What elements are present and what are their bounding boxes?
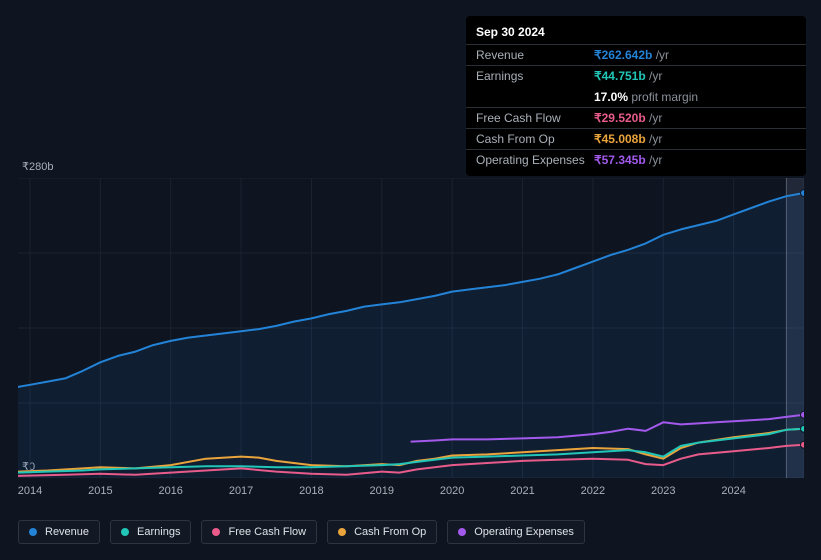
tooltip-label: Revenue [476,47,594,63]
x-axis-label: 2017 [229,485,253,497]
x-axis-label: 2015 [88,485,112,497]
tooltip-row-opex: Operating Expenses ₹57.345b /yr [466,149,806,170]
x-axis-label: 2016 [158,485,182,497]
tooltip-value: ₹262.642b [594,48,652,62]
legend-swatch-icon [29,528,37,536]
tooltip-label-empty [476,89,594,105]
tooltip-value: ₹44.751b [594,69,646,83]
tooltip-row-cfo: Cash From Op ₹45.008b /yr [466,128,806,149]
tooltip-unit: /yr [656,48,669,62]
tooltip-label: Operating Expenses [476,152,594,168]
chart-legend: Revenue Earnings Free Cash Flow Cash From O… [18,520,585,544]
x-axis-label: 2018 [299,485,323,497]
legend-item-earnings[interactable]: Earnings [110,520,191,544]
tooltip-unit: /yr [649,132,662,146]
tooltip-unit: /yr [649,153,662,167]
legend-item-cash-from-op[interactable]: Cash From Op [327,520,437,544]
legend-swatch-icon [338,528,346,536]
x-axis-label: 2020 [440,485,464,497]
tooltip-row-earnings: Earnings ₹44.751b /yr [466,65,806,86]
x-axis-label: 2024 [721,485,745,497]
line-chart[interactable] [18,178,804,478]
tooltip-unit: /yr [649,111,662,125]
legend-swatch-icon [121,528,129,536]
legend-swatch-icon [212,528,220,536]
tooltip-value: ₹57.345b [594,153,646,167]
data-tooltip: Sep 30 2024 Revenue ₹262.642b /yr Earnin… [466,16,806,176]
chart-container: Sep 30 2024 Revenue ₹262.642b /yr Earnin… [0,0,821,560]
x-axis-label: 2019 [370,485,394,497]
tooltip-pm-value: 17.0% [594,90,628,104]
tooltip-label: Free Cash Flow [476,110,594,126]
tooltip-pm-label: profit margin [631,90,698,104]
tooltip-row-fcf: Free Cash Flow ₹29.520b /yr [466,107,806,128]
legend-label: Cash From Op [354,526,426,538]
tooltip-value: ₹45.008b [594,132,646,146]
tooltip-date: Sep 30 2024 [466,22,806,44]
legend-item-revenue[interactable]: Revenue [18,520,100,544]
x-axis-label: 2021 [510,485,534,497]
legend-item-free-cash-flow[interactable]: Free Cash Flow [201,520,317,544]
legend-item-operating-expenses[interactable]: Operating Expenses [447,520,585,544]
y-axis-label-top: ₹280b [22,160,53,173]
x-axis-label: 2014 [18,485,42,497]
legend-label: Revenue [45,526,89,538]
legend-label: Free Cash Flow [228,526,306,538]
tooltip-label: Cash From Op [476,131,594,147]
legend-label: Earnings [137,526,180,538]
tooltip-row-profit-margin: 17.0% profit margin [466,87,806,107]
legend-swatch-icon [458,528,466,536]
tooltip-value: ₹29.520b [594,111,646,125]
legend-label: Operating Expenses [474,526,574,538]
x-axis-label: 2023 [651,485,675,497]
x-axis-label: 2022 [581,485,605,497]
tooltip-label: Earnings [476,68,594,84]
tooltip-row-revenue: Revenue ₹262.642b /yr [466,44,806,65]
tooltip-unit: /yr [649,69,662,83]
